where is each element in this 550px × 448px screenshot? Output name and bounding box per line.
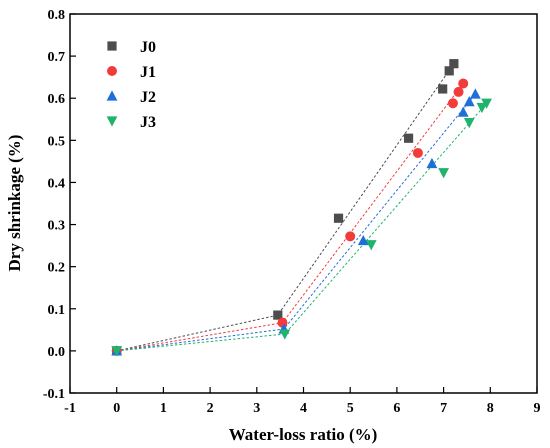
data-point-j1 <box>277 317 288 328</box>
data-point-j0 <box>403 133 414 143</box>
x-tick-label: 4 <box>300 401 307 416</box>
data-point-j3 <box>476 102 488 114</box>
legend: J0 J1 J2 J3 <box>106 39 156 131</box>
x-tick-label: 7 <box>440 401 447 416</box>
y-tick-label: -0.1 <box>43 387 65 402</box>
y-tick-label: 0.2 <box>48 261 66 276</box>
legend-marker-j1 <box>107 66 117 76</box>
data-point-j0 <box>444 66 454 76</box>
data-point-j2 <box>457 106 469 117</box>
data-point-j1 <box>345 231 356 242</box>
x-tick-label: 9 <box>534 401 541 416</box>
x-tick-label: 2 <box>207 401 214 416</box>
x-tick-label: 8 <box>487 401 494 416</box>
data-point-j0 <box>333 213 344 223</box>
x-tick-label: 5 <box>347 401 354 416</box>
data-point-j0 <box>449 59 459 69</box>
data-point-j1 <box>447 98 458 109</box>
y-tick-label: 0.7 <box>48 50 66 65</box>
data-points <box>111 59 492 357</box>
legend-label-j3: J3 <box>140 114 156 131</box>
data-point-j1 <box>458 78 469 89</box>
legend-label-j1: J1 <box>140 64 156 81</box>
fit-lines <box>116 63 487 352</box>
fit-line-j3 <box>116 102 487 352</box>
y-axis-title: Dry shrinkage (%) <box>5 135 24 272</box>
data-point-j3 <box>279 329 291 340</box>
x-tick-label: 0 <box>113 401 120 416</box>
fit-line-j0 <box>116 63 455 352</box>
y-tick-label: 0.8 <box>48 8 66 23</box>
y-tick-label: 0.4 <box>48 176 66 191</box>
data-point-j2 <box>426 157 438 169</box>
data-point-j2 <box>357 234 369 246</box>
legend-label-j0: J0 <box>140 39 156 56</box>
x-axis-title: Water-loss ratio (%) <box>229 425 378 444</box>
data-point-j1 <box>412 147 423 158</box>
legend-label-j2: J2 <box>140 89 156 106</box>
y-tick-label: 0.5 <box>48 134 66 149</box>
fit-line-j2 <box>116 93 476 352</box>
data-point-j0 <box>273 310 283 320</box>
data-point-j3 <box>111 346 123 357</box>
legend-marker-j3 <box>106 116 118 127</box>
fit-line-j1 <box>116 83 464 352</box>
x-tick-label: -1 <box>64 401 76 416</box>
x-tick-label: 1 <box>160 401 167 416</box>
data-point-j2 <box>463 95 475 107</box>
tick-labels: -1 0 1 2 3 4 5 6 7 8 9 -0.1 0.0 0.1 0.2 0.3 0.4 0.5 0.6 0.7… <box>43 8 541 416</box>
y-tick-label: 0.1 <box>48 303 66 318</box>
data-point-j0 <box>438 84 448 94</box>
x-tick-label: 6 <box>393 401 400 416</box>
y-tick-label: 0.0 <box>48 345 66 360</box>
legend-marker-j0 <box>107 41 117 51</box>
data-point-j3 <box>481 98 492 109</box>
data-point-j2 <box>469 88 481 99</box>
x-tick-label: 3 <box>253 401 260 416</box>
data-point-j3 <box>365 240 377 251</box>
axis-ticks <box>69 13 538 394</box>
data-point-j1 <box>453 86 464 97</box>
data-point-j3 <box>438 168 449 179</box>
y-tick-label: 0.3 <box>48 219 66 234</box>
legend-marker-j2 <box>106 90 118 101</box>
y-tick-label: 0.6 <box>48 92 66 107</box>
data-point-j3 <box>463 118 475 129</box>
